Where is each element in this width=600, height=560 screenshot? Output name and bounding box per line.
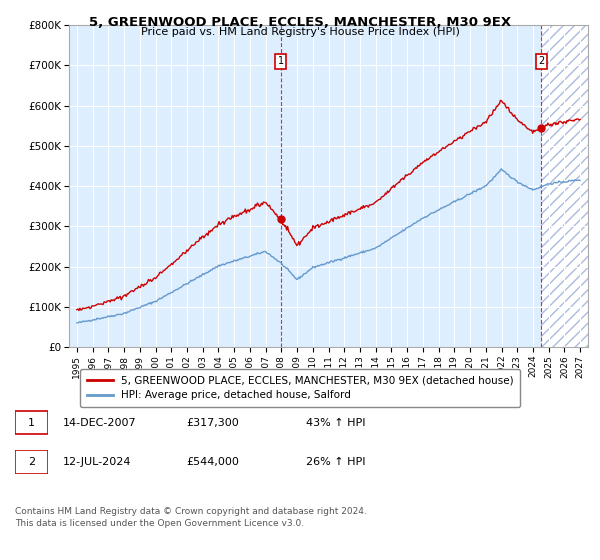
Text: Price paid vs. HM Land Registry's House Price Index (HPI): Price paid vs. HM Land Registry's House …: [140, 27, 460, 37]
Text: 12-JUL-2024: 12-JUL-2024: [63, 457, 131, 467]
FancyBboxPatch shape: [15, 411, 48, 435]
Text: 2: 2: [538, 57, 545, 67]
Text: 1: 1: [28, 418, 35, 428]
Text: 1: 1: [277, 57, 284, 67]
Text: £544,000: £544,000: [186, 457, 239, 467]
Text: 14-DEC-2007: 14-DEC-2007: [63, 418, 137, 428]
Text: Contains HM Land Registry data © Crown copyright and database right 2024.
This d: Contains HM Land Registry data © Crown c…: [15, 507, 367, 528]
Legend: 5, GREENWOOD PLACE, ECCLES, MANCHESTER, M30 9EX (detached house), HPI: Average p: 5, GREENWOOD PLACE, ECCLES, MANCHESTER, …: [80, 369, 520, 407]
Text: £317,300: £317,300: [186, 418, 239, 428]
FancyBboxPatch shape: [15, 450, 48, 474]
Text: 26% ↑ HPI: 26% ↑ HPI: [306, 457, 365, 467]
Text: 5, GREENWOOD PLACE, ECCLES, MANCHESTER, M30 9EX: 5, GREENWOOD PLACE, ECCLES, MANCHESTER, …: [89, 16, 511, 29]
Text: 43% ↑ HPI: 43% ↑ HPI: [306, 418, 365, 428]
Bar: [541, 25, 588, 347]
Text: 2: 2: [28, 457, 35, 467]
